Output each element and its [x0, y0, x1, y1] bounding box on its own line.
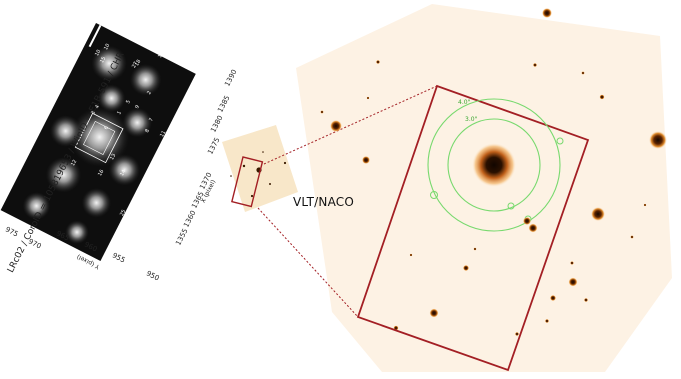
ring-label-inner: 3.0" [465, 116, 478, 123]
zoom-line-bottom [257, 207, 359, 318]
field-stars [320, 8, 667, 336]
inset-zoom-box [231, 156, 264, 208]
naco-field-background [296, 4, 672, 372]
separation-rings [427, 98, 561, 232]
corot-thumbnail [0, 22, 196, 261]
instrument-label: VLT/NACO [293, 195, 355, 209]
zoom-frame [356, 84, 590, 372]
companion-stars [523, 217, 538, 233]
ring-label-outer: 4.0" [458, 99, 471, 106]
target-star [472, 143, 516, 187]
